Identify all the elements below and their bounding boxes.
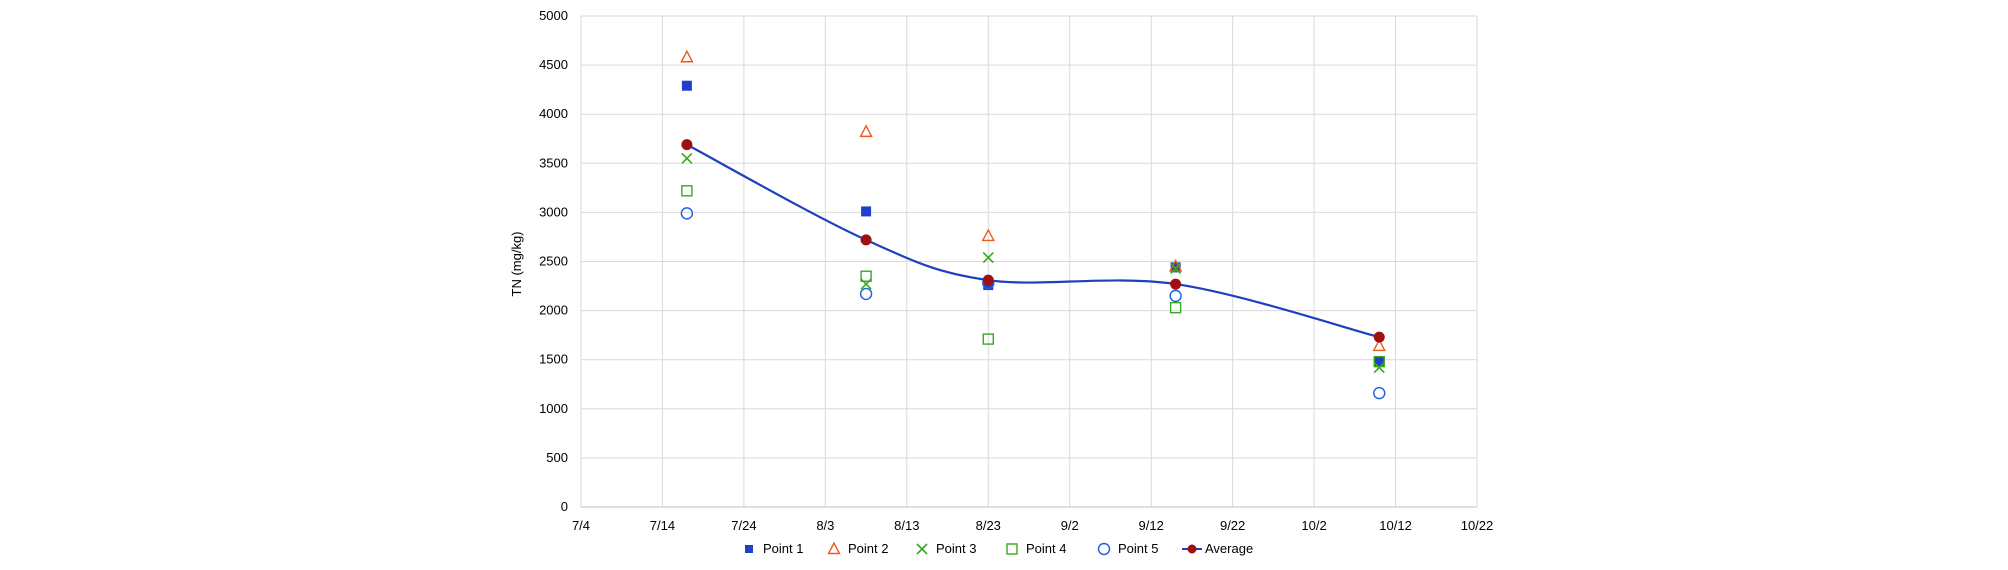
y-tick-label: 3000 [539,204,568,219]
point-4-point [982,333,994,345]
x-tick-label: 10/12 [1379,518,1412,533]
point-3-point [1373,361,1385,374]
point-5-point [1373,386,1386,400]
legend-item-average: Average [1182,541,1253,556]
y-tick-label: 2000 [539,303,568,318]
point-4-point [860,270,872,282]
legend-label: Average [1205,541,1253,556]
legend-label: Point 5 [1118,541,1158,556]
point-5-point [859,287,873,301]
average-point [1373,331,1385,343]
point-1-point [1374,356,1385,367]
legend-marker-swatch [1006,543,1018,555]
legend-marker-swatch [1187,544,1197,554]
x-tick-label: 9/12 [1139,518,1164,533]
legend-marker-swatch [1097,542,1111,556]
grid [580,15,1478,508]
y-tick-label: 3500 [539,155,568,170]
legend-marker-swatch [827,541,841,555]
x-axis: 7/4 7/14 7/24 8/3 8/13 8/23 9/2 9/12 9/22 10/2 10/… [572,518,1493,533]
x-tick-label: 7/4 [572,518,590,533]
y-tick-label: 0 [561,499,568,514]
average-point [681,139,693,151]
average-point [1170,278,1182,290]
x-tick-label: 8/3 [816,518,834,533]
average-point [860,234,872,246]
average-point [982,274,994,286]
y-tick-label: 5000 [539,8,568,23]
point-2-point [680,49,694,63]
point-1-point [861,206,872,217]
point-5-point [680,207,694,220]
x-tick-label: 10/22 [1461,518,1494,533]
x-tick-label: 10/2 [1301,518,1326,533]
y-axis: 0 500 1000 1500 2000 2500 3000 3500 4000 4500 5000 [539,8,568,514]
x-tick-label: 7/14 [650,518,675,533]
y-tick-label: 1000 [539,401,568,416]
point-1-point [681,80,692,91]
legend: Point 1 Point 2 Point 3 Point 4 Point 5 Avera… [745,541,1253,556]
x-tick-label: 8/23 [976,518,1001,533]
legend-item-point-3: Point 3 [916,541,976,556]
legend-marker-swatch [745,545,753,553]
point-2-point [1372,338,1386,352]
y-tick-label: 1500 [539,352,568,367]
point-3-point [681,152,693,164]
legend-item-point-1: Point 1 [745,541,803,556]
average-line [686,143,1380,339]
legend-item-point-4: Point 4 [1006,541,1066,556]
legend-label: Point 2 [848,541,888,556]
legend-marker-swatch [916,543,928,555]
x-tick-label: 7/24 [731,518,756,533]
y-tick-label: 4000 [539,106,568,121]
average-curve [686,143,1380,339]
point-5-point [1169,289,1182,303]
x-tick-label: 9/22 [1220,518,1245,533]
legend-label: Point 1 [763,541,803,556]
legend-item-point-2: Point 2 [827,541,888,556]
legend-item-point-5: Point 5 [1097,541,1158,556]
point-3-point [982,252,994,264]
point-4-point [1169,301,1182,314]
point-4-point [681,185,693,197]
y-axis-label: TN (mg/kg) [509,232,524,297]
data-points [680,49,1386,400]
y-tick-label: 2500 [539,254,568,269]
point-2-point [859,124,873,138]
y-tick-label: 4500 [539,57,568,72]
point-3-point [1170,262,1182,274]
point-4-point [1373,355,1385,368]
x-tick-label: 8/13 [894,518,919,533]
x-tick-label: 9/2 [1061,518,1079,533]
legend-label: Point 4 [1026,541,1066,556]
y-tick-label: 500 [546,450,568,465]
legend-label: Point 3 [936,541,976,556]
point-2-point [981,228,995,242]
